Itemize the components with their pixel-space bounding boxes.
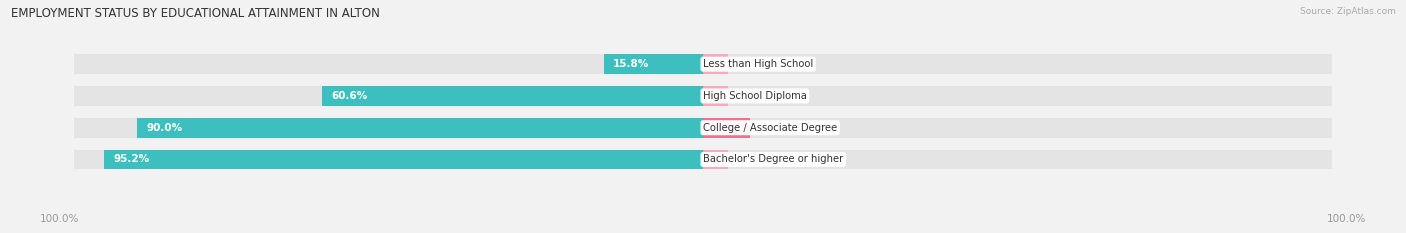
- Bar: [104, 150, 703, 169]
- Bar: [703, 54, 1333, 74]
- Bar: [73, 54, 703, 74]
- Bar: [73, 86, 703, 106]
- Text: 100.0%: 100.0%: [39, 214, 79, 224]
- Bar: [73, 118, 703, 137]
- Legend: In Labor Force, Unemployed: In Labor Force, Unemployed: [605, 231, 801, 233]
- Bar: [703, 86, 1333, 106]
- Bar: [73, 150, 703, 169]
- Text: 0.0%: 0.0%: [738, 59, 763, 69]
- Bar: [603, 54, 703, 74]
- Bar: [322, 86, 703, 106]
- Bar: [703, 150, 1333, 169]
- Text: Less than High School: Less than High School: [703, 59, 813, 69]
- Bar: [703, 118, 1333, 137]
- Bar: [703, 150, 728, 169]
- Text: High School Diploma: High School Diploma: [703, 91, 807, 101]
- Bar: [703, 86, 728, 106]
- Text: 60.6%: 60.6%: [330, 91, 367, 101]
- Text: 0.0%: 0.0%: [738, 91, 763, 101]
- Text: EMPLOYMENT STATUS BY EDUCATIONAL ATTAINMENT IN ALTON: EMPLOYMENT STATUS BY EDUCATIONAL ATTAINM…: [11, 7, 380, 20]
- Text: 90.0%: 90.0%: [146, 123, 183, 133]
- Bar: [703, 118, 749, 137]
- Bar: [136, 118, 703, 137]
- Text: 7.4%: 7.4%: [759, 123, 786, 133]
- Text: 15.8%: 15.8%: [613, 59, 650, 69]
- Text: 0.0%: 0.0%: [738, 154, 763, 164]
- Text: Bachelor's Degree or higher: Bachelor's Degree or higher: [703, 154, 844, 164]
- Text: 95.2%: 95.2%: [114, 154, 149, 164]
- Bar: [703, 54, 728, 74]
- Text: College / Associate Degree: College / Associate Degree: [703, 123, 837, 133]
- Text: Source: ZipAtlas.com: Source: ZipAtlas.com: [1301, 7, 1396, 16]
- Text: 100.0%: 100.0%: [1327, 214, 1367, 224]
